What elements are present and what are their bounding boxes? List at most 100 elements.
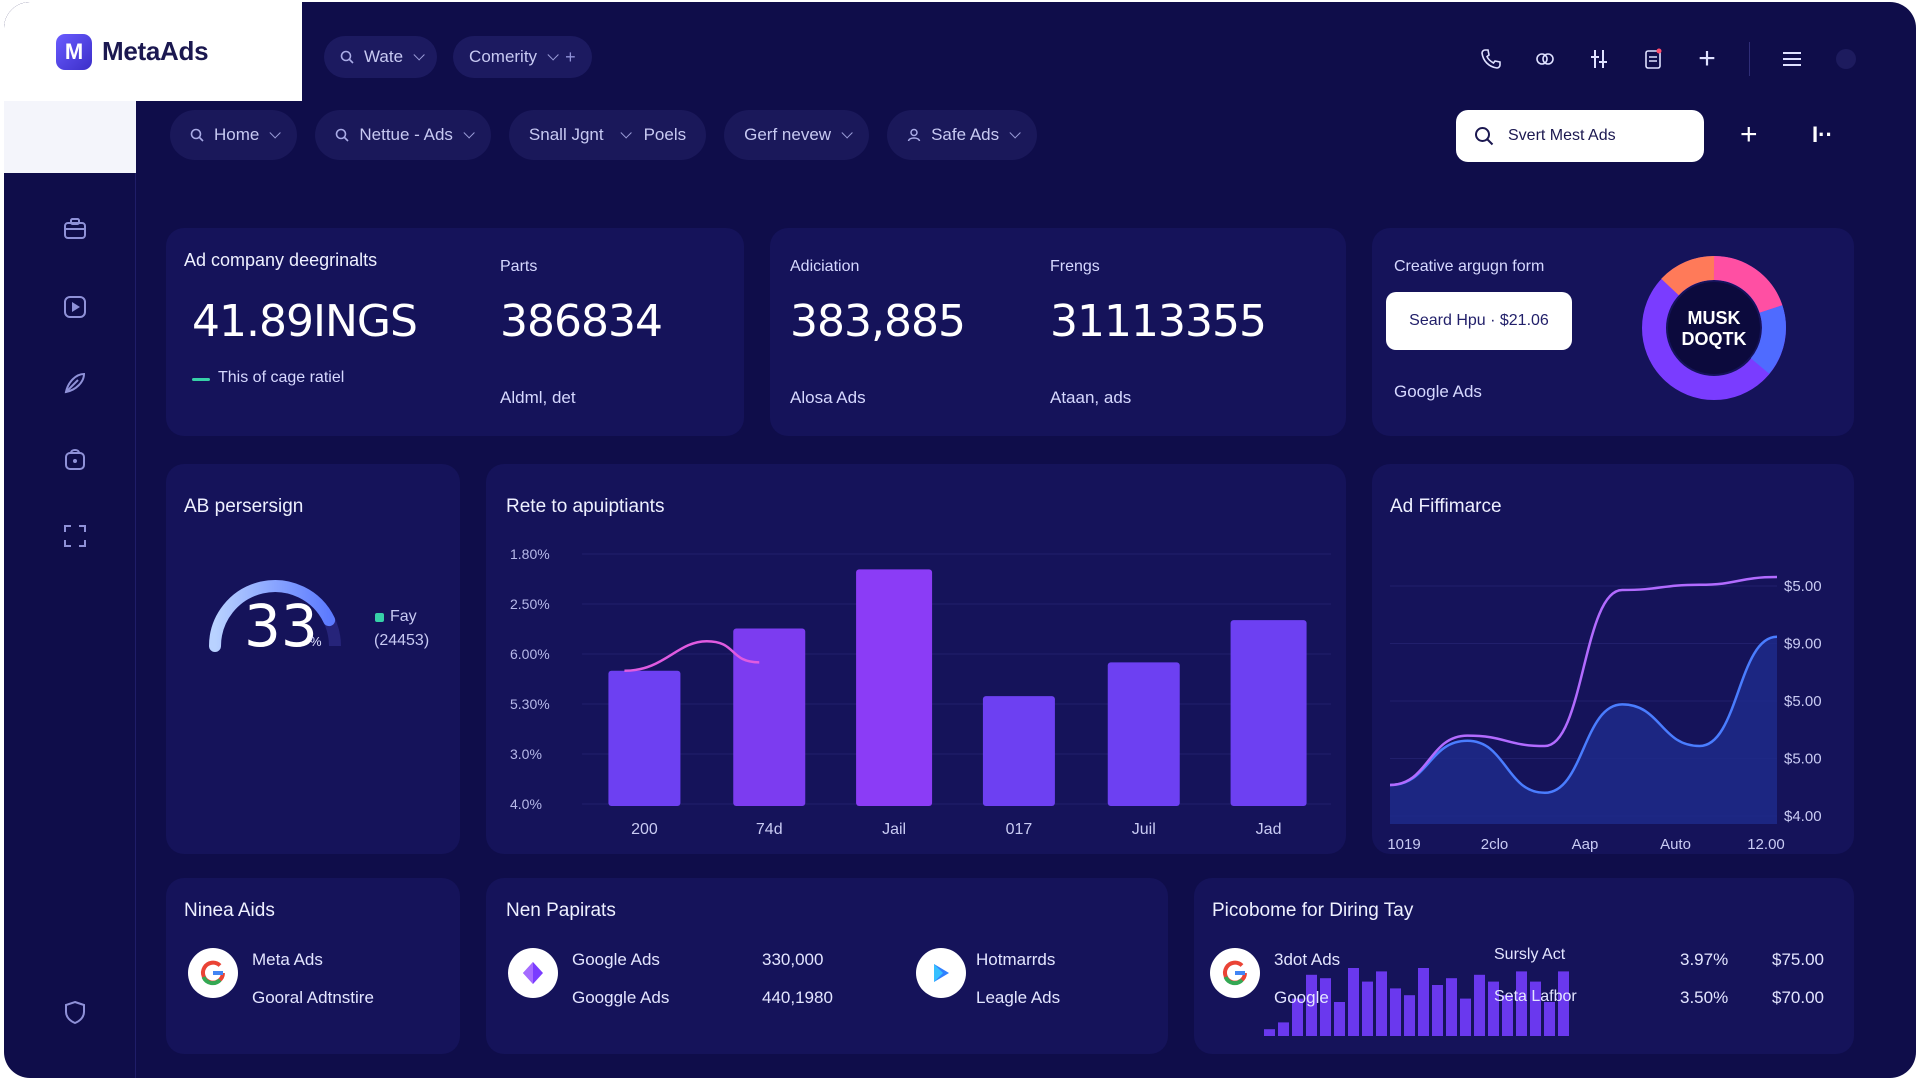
bar[interactable] bbox=[1230, 620, 1307, 806]
chart-title: Ad Fiffimarce bbox=[1390, 496, 1502, 517]
nav-item-snall-jgnt[interactable]: Snall Jgnt Poels bbox=[508, 110, 707, 160]
top-pill-comerity[interactable]: Comerity + bbox=[453, 36, 592, 78]
y-tick-label: 3.0% bbox=[510, 746, 542, 762]
kpi-note: This of cage ratiel bbox=[218, 369, 345, 386]
y-tick-label: 6.00% bbox=[510, 646, 550, 662]
row-mid-1: Sursly Act bbox=[1494, 946, 1566, 963]
main-nav: Home Nettue - Ads Snall Jgnt Poels Gerf … bbox=[170, 110, 1038, 160]
menu-icon[interactable] bbox=[1780, 47, 1804, 71]
play-icon[interactable] bbox=[62, 294, 88, 320]
card-title: Picobome for Diring Tay bbox=[1212, 900, 1414, 921]
mini-bar bbox=[1362, 981, 1373, 1036]
mini-bar bbox=[1530, 981, 1541, 1036]
kpi-col2-value: 386834 bbox=[500, 296, 663, 347]
nav-item-gerf-nevew[interactable]: Gerf nevew bbox=[724, 110, 870, 160]
donut-seg-orange bbox=[1661, 255, 1715, 296]
kpi-sub: Google Ads bbox=[1394, 382, 1482, 401]
row-value-2: 440,1980 bbox=[762, 988, 833, 1007]
x-tick-label: Jad bbox=[1256, 821, 1282, 838]
sliders-icon[interactable] bbox=[1587, 47, 1611, 71]
ab-gauge bbox=[209, 580, 341, 652]
trend-line-icon bbox=[192, 378, 210, 381]
bar[interactable] bbox=[608, 670, 681, 806]
mini-bar bbox=[1460, 998, 1471, 1036]
bar[interactable] bbox=[982, 696, 1055, 806]
line-chart-card: Ad Fiffimarce $5.00 $9.00 $5.00 $5.00 $4.00 1… bbox=[1372, 464, 1854, 854]
search-input[interactable]: Svert Mest Ads bbox=[1456, 110, 1704, 162]
donut-label-2: DOQTK bbox=[1682, 329, 1747, 349]
mini-bar bbox=[1432, 985, 1443, 1036]
bar[interactable] bbox=[733, 628, 806, 806]
nav-item-label: Safe Ads bbox=[931, 125, 1000, 144]
gauge-value: 33 bbox=[244, 592, 318, 660]
x-tick-label: 017 bbox=[1006, 821, 1033, 838]
plus-icon[interactable]: + bbox=[565, 46, 576, 67]
row-amt-1: $75.00 bbox=[1772, 950, 1824, 969]
mini-bar bbox=[1418, 968, 1429, 1036]
gem-logo-icon bbox=[508, 948, 558, 998]
add-icon[interactable]: + bbox=[1698, 42, 1716, 75]
bar[interactable] bbox=[1107, 662, 1180, 806]
bar-chart-card: Rete to apuiptiants 1.80% 2.50% 6.00% 5.30%… bbox=[486, 464, 1346, 854]
nav-item-label: Gerf nevew bbox=[744, 125, 832, 144]
top-pill-label: Comerity bbox=[469, 47, 538, 66]
nav-item-nettue-ads[interactable]: Nettue - Ads bbox=[315, 110, 491, 160]
feather-icon[interactable] bbox=[62, 370, 88, 396]
row-label-2: Googgle Ads bbox=[572, 988, 670, 1007]
google-logo-icon bbox=[188, 948, 238, 998]
picobome-card: Picobome for Diring Tay 3dot Ads Google … bbox=[1194, 878, 1854, 1054]
row-pct-1: 3.97% bbox=[1680, 950, 1729, 969]
more-options-icon[interactable]: I·· bbox=[1812, 122, 1833, 147]
bar[interactable] bbox=[856, 569, 933, 806]
nen-card: Nen Papirats Google Ads Googgle Ads 330,… bbox=[486, 878, 1168, 1054]
clipboard-icon[interactable] bbox=[1641, 47, 1665, 71]
mini-bar bbox=[1502, 995, 1513, 1036]
search-icon bbox=[1475, 127, 1494, 146]
mini-bar bbox=[1516, 971, 1527, 1036]
shield-icon[interactable] bbox=[62, 999, 88, 1025]
y-tick-label: $9.00 bbox=[1784, 636, 1822, 653]
donut-seg-pink bbox=[1713, 255, 1783, 314]
mini-bar bbox=[1488, 981, 1499, 1036]
mini-bar bbox=[1264, 1029, 1275, 1036]
series-line-lower[interactable] bbox=[1389, 635, 1778, 795]
brand-logo[interactable]: M MetaAds bbox=[4, 2, 302, 101]
series-line-upper[interactable] bbox=[1389, 575, 1778, 787]
app-window: M MetaAds Wate Comerity + + Home bbox=[4, 2, 1916, 1078]
x-tick-label: 74d bbox=[756, 821, 783, 838]
gauge-fill bbox=[209, 580, 336, 652]
row-value-1: 330,000 bbox=[762, 950, 824, 969]
mini-bar bbox=[1404, 995, 1415, 1036]
area-fill bbox=[1390, 636, 1777, 824]
y-tick-label: 5.30% bbox=[510, 696, 550, 712]
phone-icon[interactable] bbox=[1479, 47, 1503, 71]
x-tick-label: 12.00 bbox=[1747, 836, 1785, 853]
add-button[interactable]: + bbox=[1740, 118, 1758, 151]
briefcase-icon[interactable] bbox=[62, 216, 88, 242]
row-label-2: Gooral Adtnstire bbox=[252, 988, 374, 1007]
top-pill-wate[interactable]: Wate bbox=[324, 36, 438, 78]
avatar-icon[interactable] bbox=[1834, 47, 1858, 71]
nav-item-home[interactable]: Home bbox=[170, 110, 298, 160]
bag-icon[interactable] bbox=[62, 446, 88, 472]
expand-icon[interactable] bbox=[62, 523, 88, 549]
kpi-col2-label: Parts bbox=[500, 258, 538, 275]
kpi-col2-sub: Ataan, ads bbox=[1050, 388, 1132, 407]
line-chart: $5.00 $9.00 $5.00 $5.00 $4.00 1019 2clo Aap Auto… bbox=[1387, 575, 1822, 853]
kpi-chip[interactable]: Seard Hpu · $21.06 bbox=[1386, 292, 1572, 350]
link-icon[interactable] bbox=[1533, 47, 1557, 71]
kpi-col1-sub: Alosa Ads bbox=[790, 388, 866, 407]
google-logo-icon bbox=[1210, 948, 1260, 998]
nav-item-safe-ads[interactable]: Safe Ads bbox=[887, 110, 1038, 160]
x-tick-label: Auto bbox=[1660, 836, 1691, 853]
chevron-down-icon bbox=[841, 127, 853, 139]
mini-bar bbox=[1390, 988, 1401, 1036]
chevron-down-icon bbox=[620, 127, 632, 139]
row-amt-2: $70.00 bbox=[1772, 988, 1824, 1007]
y-tick-label: 1.80% bbox=[510, 546, 550, 562]
chevron-down-icon bbox=[1009, 127, 1021, 139]
donut-seg-blue bbox=[1750, 305, 1786, 374]
mini-bar bbox=[1334, 1002, 1345, 1036]
y-tick-label: $5.00 bbox=[1784, 751, 1822, 768]
nav-item-poels[interactable]: Poels bbox=[643, 125, 687, 144]
